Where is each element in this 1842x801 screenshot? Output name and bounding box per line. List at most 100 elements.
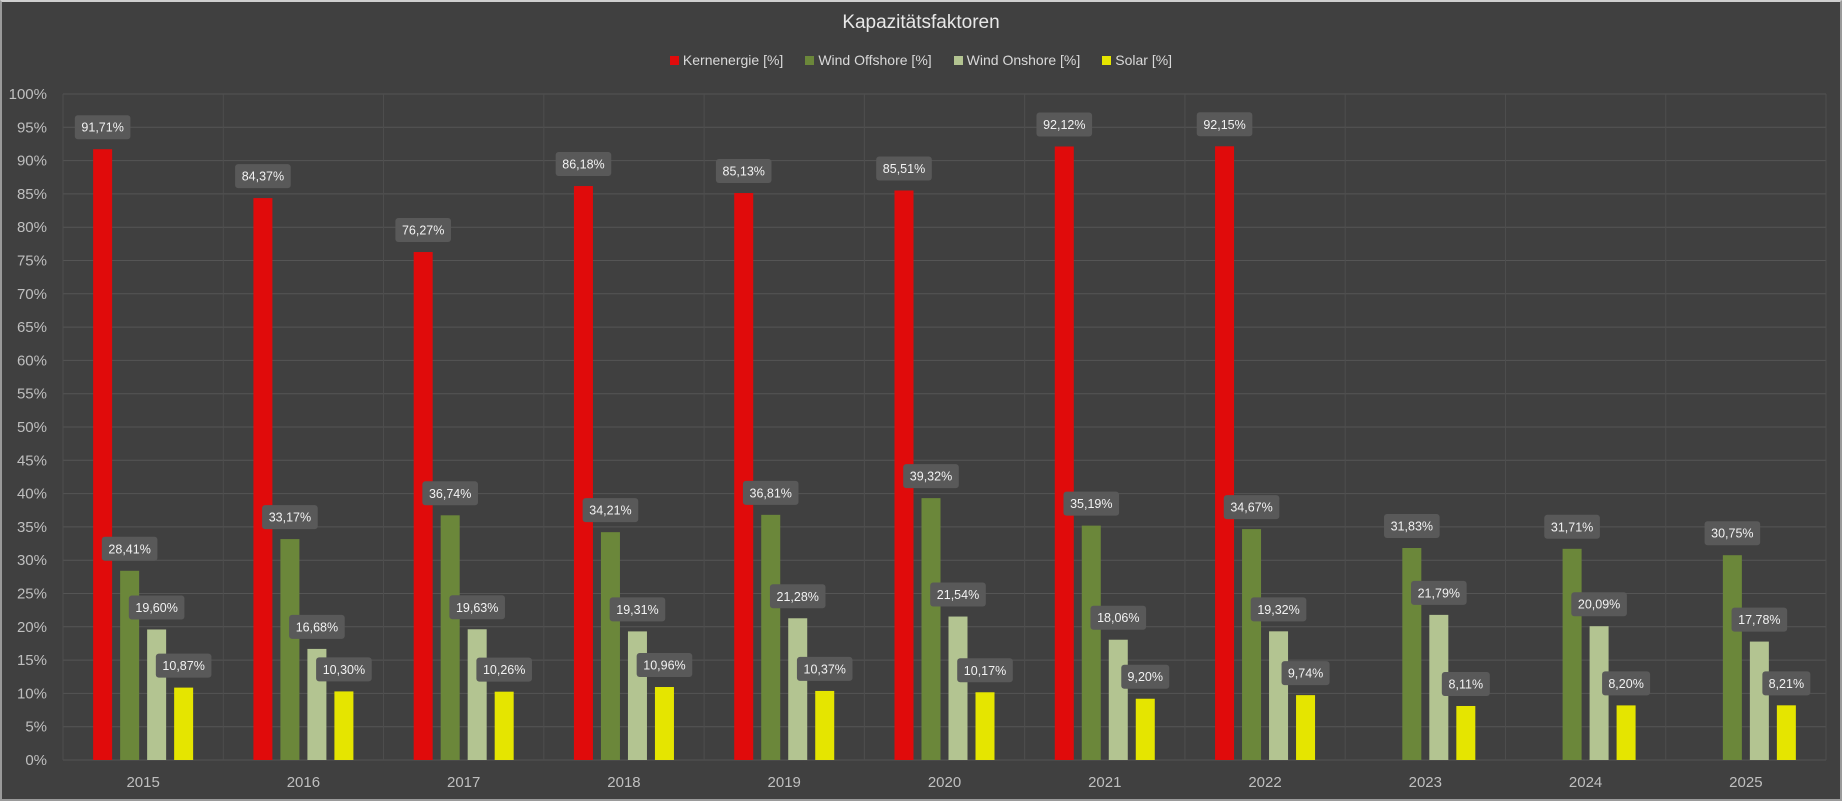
data-label-box — [1411, 580, 1467, 605]
data-label-box — [609, 597, 666, 622]
data-label: 9,74% — [1288, 667, 1323, 681]
y-tick-label: 70% — [17, 286, 47, 303]
data-label-box — [876, 156, 932, 181]
x-tick-label: 2018 — [607, 774, 640, 791]
y-tick-label: 35% — [17, 519, 47, 536]
legend-label: Wind Onshore [%] — [966, 52, 1081, 68]
data-label: 85,13% — [723, 165, 765, 179]
bar-wind-offshore — [1722, 555, 1742, 760]
bar-solar — [815, 690, 835, 760]
data-label-box — [1544, 514, 1600, 539]
bar-kernenergie — [93, 149, 113, 760]
x-tick-label: 2020 — [928, 774, 961, 791]
y-tick-label: 15% — [17, 652, 47, 669]
x-tick-label: 2015 — [126, 774, 159, 791]
data-label-box — [1704, 521, 1761, 546]
bar-wind-onshore — [788, 618, 808, 760]
legend-swatch — [669, 55, 679, 65]
data-label-box — [1571, 592, 1627, 617]
y-tick-label: 85% — [17, 186, 47, 203]
data-label-box — [1602, 671, 1651, 696]
data-label-box — [1196, 112, 1253, 137]
bar-wind-offshore — [1402, 548, 1422, 760]
bar-wind-onshore — [1429, 614, 1449, 760]
x-tick-label: 2025 — [1729, 774, 1762, 791]
data-label: 36,74% — [429, 487, 471, 501]
x-tick-label: 2021 — [1088, 774, 1121, 791]
data-label-box — [262, 505, 318, 530]
data-label-box — [449, 595, 505, 620]
data-label: 35,19% — [1070, 497, 1112, 511]
bar-wind-onshore — [1589, 626, 1609, 760]
data-label: 84,37% — [242, 170, 284, 184]
data-label: 33,17% — [269, 511, 311, 525]
data-label-box — [101, 536, 158, 561]
data-label: 34,21% — [589, 504, 631, 518]
y-tick-label: 20% — [17, 619, 47, 636]
data-label-box — [316, 657, 372, 682]
legend: Kernenergie [%] Wind Offshore [%] Wind O… — [0, 52, 1842, 68]
bar-wind-onshore — [948, 616, 968, 760]
data-label: 34,67% — [1230, 501, 1272, 515]
bar-solar — [1456, 705, 1476, 760]
legend-swatch — [1102, 55, 1112, 65]
bar-wind-onshore — [1108, 639, 1128, 760]
data-label-box — [796, 656, 853, 681]
bar-wind-onshore — [147, 629, 167, 760]
data-label: 28,41% — [108, 542, 150, 556]
x-tick-label: 2022 — [1248, 774, 1281, 791]
x-tick-label: 2017 — [447, 774, 480, 791]
legend-swatch — [953, 55, 963, 65]
bar-kernenergie — [413, 252, 433, 760]
data-label: 10,37% — [804, 662, 846, 676]
data-label-box — [957, 658, 1013, 683]
data-label-box — [289, 614, 345, 639]
data-label-box — [1281, 661, 1330, 686]
bar-solar — [654, 687, 674, 760]
data-label: 10,26% — [483, 663, 525, 677]
data-label: 31,83% — [1391, 520, 1433, 534]
data-label-box — [1036, 112, 1093, 137]
y-tick-label: 100% — [9, 86, 47, 103]
legend-item-wind-offshore: Wind Offshore [%] — [805, 52, 932, 68]
legend-item-kernenergie: Kernenergie [%] — [669, 52, 783, 68]
data-label-box — [128, 595, 185, 620]
bar-wind-offshore — [280, 539, 300, 760]
legend-swatch — [805, 55, 815, 65]
data-label-box — [422, 481, 478, 506]
y-tick-label: 50% — [17, 419, 47, 436]
data-label-box — [930, 582, 986, 607]
data-label-box — [395, 218, 451, 243]
y-tick-label: 75% — [17, 253, 47, 270]
data-label: 19,31% — [616, 603, 658, 617]
data-label: 9,20% — [1128, 670, 1163, 684]
y-tick-label: 10% — [17, 685, 47, 702]
data-label: 19,32% — [1257, 603, 1299, 617]
data-label: 20,09% — [1578, 598, 1620, 612]
bar-kernenergie — [1215, 146, 1235, 760]
bar-wind-onshore — [627, 631, 647, 760]
data-label-box — [715, 159, 772, 184]
bar-wind-offshore — [921, 498, 941, 760]
legend-item-wind-onshore: Wind Onshore [%] — [953, 52, 1081, 68]
data-label: 92,15% — [1203, 118, 1245, 132]
data-label-box — [1762, 671, 1811, 696]
data-label: 8,20% — [1608, 677, 1643, 691]
data-label: 10,17% — [964, 664, 1006, 678]
data-label-box — [582, 498, 639, 523]
x-tick-label: 2019 — [768, 774, 801, 791]
x-tick-label: 2023 — [1409, 774, 1442, 791]
data-label: 19,60% — [135, 601, 177, 615]
data-label: 21,54% — [937, 588, 979, 602]
data-label-box — [1090, 605, 1147, 630]
data-label: 21,28% — [777, 590, 819, 604]
data-label: 10,87% — [162, 659, 204, 673]
data-label: 16,68% — [296, 620, 338, 634]
data-label-box — [1441, 671, 1490, 696]
bar-wind-onshore — [467, 629, 487, 760]
y-tick-label: 5% — [25, 719, 47, 736]
data-label: 36,81% — [750, 486, 792, 500]
data-label-box — [1121, 664, 1170, 689]
data-label: 17,78% — [1738, 613, 1780, 627]
